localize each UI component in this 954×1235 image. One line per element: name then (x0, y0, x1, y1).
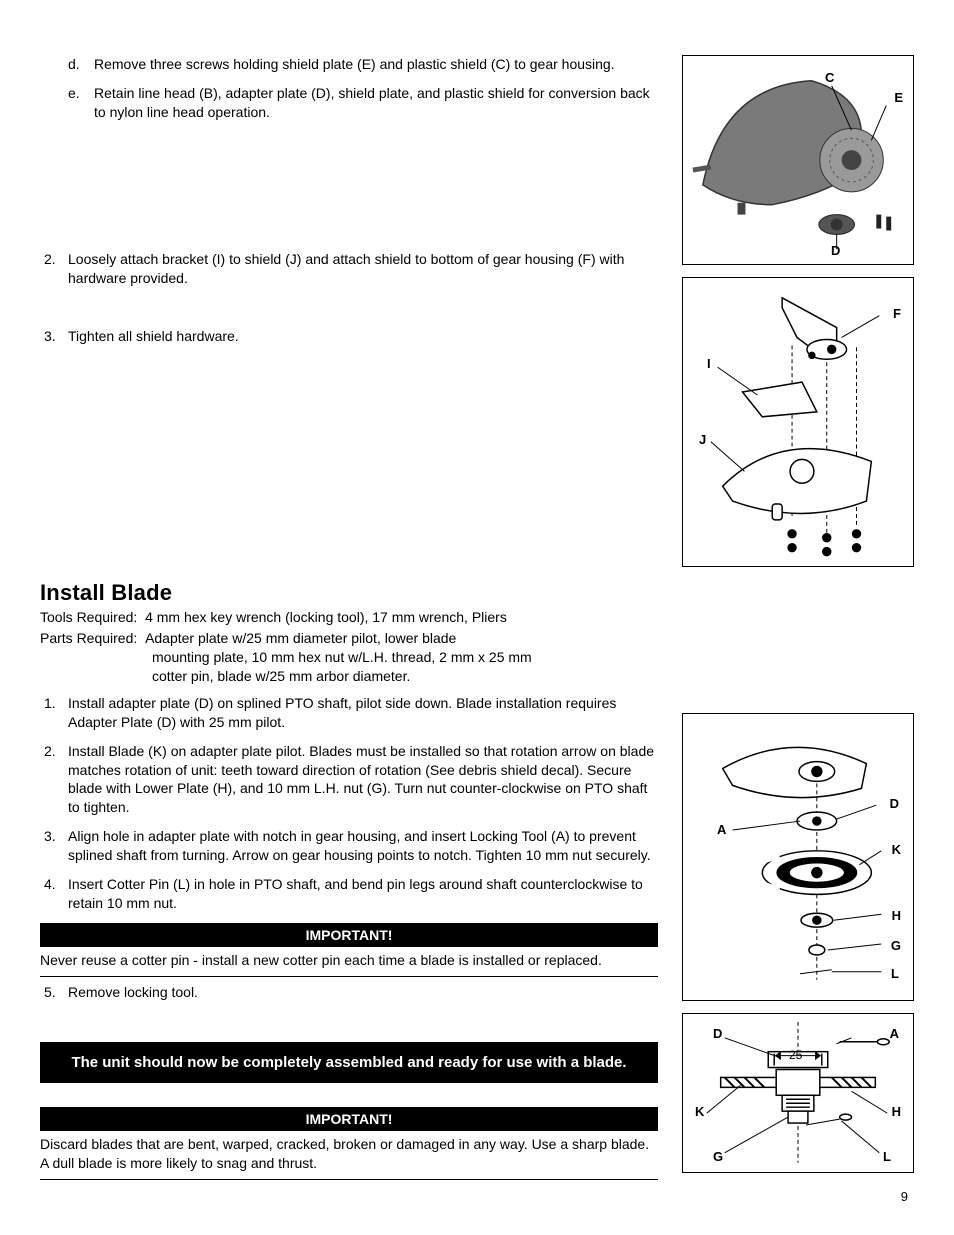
list-item: 2. Loosely attach bracket (I) to shield … (40, 250, 658, 288)
manual-page: d. Remove three screws holding shield pl… (0, 0, 954, 1216)
label-i: I (707, 356, 711, 371)
label-l: L (891, 966, 899, 981)
parts-text-1: Adapter plate w/25 mm diameter pilot, lo… (145, 630, 456, 646)
list-text: Remove three screws holding shield plate… (94, 55, 658, 74)
list-number: 5. (40, 983, 68, 1002)
spacer (40, 356, 658, 556)
figure-4: D A 25 K H G L (682, 1013, 914, 1173)
tools-required: Tools Required: 4 mm hex key wrench (loc… (40, 608, 658, 627)
remove-shield-sublist: d. Remove three screws holding shield pl… (68, 55, 658, 122)
list-number: 2. (40, 250, 68, 288)
label-d: D (890, 796, 899, 811)
spacer (682, 579, 914, 713)
page-number: 9 (901, 1189, 908, 1204)
parts-text-2: mounting plate, 10 mm hex nut w/L.H. thr… (40, 648, 658, 667)
label-25: 25 (789, 1048, 802, 1062)
label-j: J (699, 432, 706, 447)
list-text: Retain line head (B), adapter plate (D),… (94, 84, 658, 122)
important-bar: IMPORTANT! (40, 1107, 658, 1131)
list-number: 3. (40, 827, 68, 865)
list-text: Insert Cotter Pin (L) in hole in PTO sha… (68, 875, 658, 913)
important-note: Discard blades that are bent, warped, cr… (40, 1131, 658, 1180)
list-item: 5. Remove locking tool. (40, 983, 658, 1002)
install-blade-step5: 5. Remove locking tool. (40, 983, 658, 1002)
list-text: Install Blade (K) on adapter plate pilot… (68, 742, 658, 818)
list-item: 3. Tighten all shield hardware. (40, 327, 658, 346)
remove-shield-list: 3. Tighten all shield hardware. (40, 327, 658, 346)
list-item: e. Retain line head (B), adapter plate (… (68, 84, 658, 122)
label-g: G (713, 1149, 723, 1164)
figure-3: D A K H G L (682, 713, 914, 1001)
columns: d. Remove three screws holding shield pl… (40, 55, 914, 1186)
tools-text: 4 mm hex key wrench (locking tool), 17 m… (145, 609, 507, 625)
diagram-icon (683, 56, 913, 264)
list-number: 2. (40, 742, 68, 818)
label-d: D (713, 1026, 722, 1041)
parts-label: Parts Required: (40, 630, 137, 646)
spacer (40, 132, 658, 250)
label-l: L (883, 1149, 891, 1164)
list-number: 3. (40, 327, 68, 346)
install-blade-steps: 1. Install adapter plate (D) on splined … (40, 694, 658, 913)
left-column: d. Remove three screws holding shield pl… (40, 55, 658, 1186)
list-item: 2. Install Blade (K) on adapter plate pi… (40, 742, 658, 818)
spacer (40, 297, 658, 327)
label-a: A (890, 1026, 899, 1041)
list-item: 1. Install adapter plate (D) on splined … (40, 694, 658, 732)
figure-1: C E D (682, 55, 914, 265)
parts-required: Parts Required: Adapter plate w/25 mm di… (40, 629, 658, 686)
label-c: C (825, 70, 834, 85)
important-note: Never reuse a cotter pin - install a new… (40, 947, 658, 977)
list-text: Remove locking tool. (68, 983, 658, 1002)
list-text: Loosely attach bracket (I) to shield (J)… (68, 250, 658, 288)
install-blade-heading: Install Blade (40, 580, 658, 606)
list-item: 4. Insert Cotter Pin (L) in hole in PTO … (40, 875, 658, 913)
list-text: Tighten all shield hardware. (68, 327, 658, 346)
label-k: K (695, 1104, 704, 1119)
list-number: 4. (40, 875, 68, 913)
label-d: D (831, 243, 840, 258)
ready-bar: The unit should now be completely assemb… (40, 1042, 658, 1084)
list-number: 1. (40, 694, 68, 732)
list-letter: e. (68, 84, 94, 122)
diagram-icon (683, 714, 913, 1000)
list-text: Install adapter plate (D) on splined PTO… (68, 694, 658, 732)
label-k: K (892, 842, 901, 857)
list-item: d. Remove three screws holding shield pl… (68, 55, 658, 74)
label-h: H (892, 908, 901, 923)
label-g: G (891, 938, 901, 953)
label-e: E (894, 90, 903, 105)
label-f: F (893, 306, 901, 321)
figure-2: F I J (682, 277, 914, 567)
spacer (40, 1083, 658, 1101)
tools-label: Tools Required: (40, 609, 137, 625)
list-text: Align hole in adapter plate with notch i… (68, 827, 658, 865)
label-h: H (892, 1104, 901, 1119)
important-bar: IMPORTANT! (40, 923, 658, 947)
spacer (40, 1012, 658, 1036)
parts-text-3: cotter pin, blade w/25 mm arbor diameter… (40, 667, 658, 686)
diagram-icon (683, 278, 913, 566)
list-item: 3. Align hole in adapter plate with notc… (40, 827, 658, 865)
label-a: A (717, 822, 726, 837)
remove-shield-list: 2. Loosely attach bracket (I) to shield … (40, 250, 658, 288)
list-letter: d. (68, 55, 94, 74)
right-column: C E D (682, 55, 914, 1186)
